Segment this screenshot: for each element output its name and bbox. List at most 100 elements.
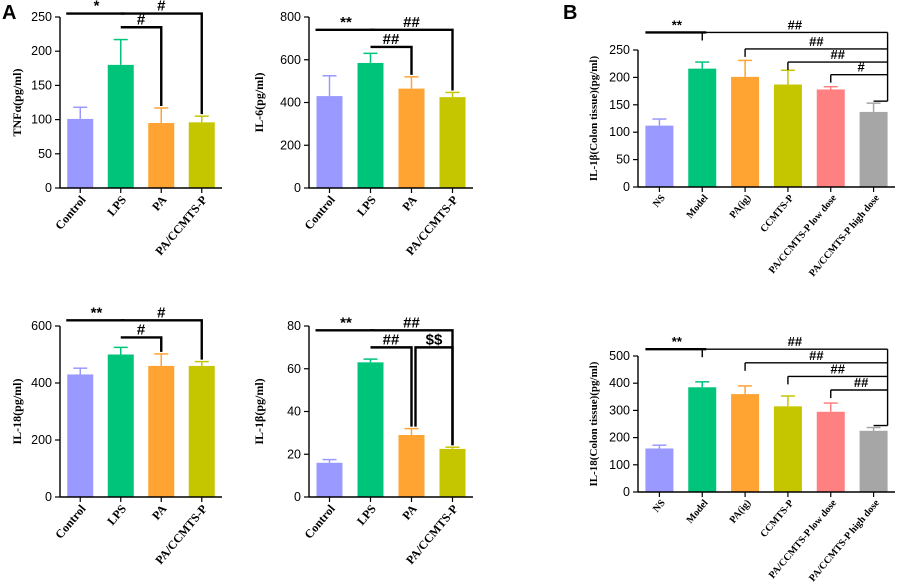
y-axis-label: IL-18(Colon tissue)(pg/ml) [588, 361, 600, 486]
y-axis-label: IL-1β(pg/ml) [252, 378, 266, 444]
y-tick-label: 0 [294, 181, 301, 195]
x-tick-label: PA(ig) [728, 498, 754, 526]
sig-label: ## [788, 334, 803, 349]
y-tick-label: 400 [280, 96, 301, 110]
x-tick-label: Control [52, 501, 89, 541]
bar-LPS [357, 62, 384, 188]
x-tick-label: Control [52, 192, 89, 232]
y-tick-label: 600 [31, 319, 52, 333]
y-tick-label: 100 [609, 458, 630, 472]
y-axis-label: IL-6(pg/ml) [252, 72, 266, 132]
sig-bracket [414, 346, 454, 446]
sig-label: ## [403, 14, 420, 31]
bar-PA [398, 88, 425, 188]
y-tick-label: 200 [280, 138, 301, 152]
sig-label: ## [403, 314, 420, 331]
x-tick-label: PA [149, 193, 170, 214]
sig-label: ** [672, 17, 683, 32]
sig-bracket [120, 12, 203, 115]
bar-NS [645, 125, 674, 187]
bar-PA/CCMTS-P high dose [859, 430, 888, 492]
bar-PA/CCMTS-P [439, 97, 466, 188]
y-tick-label: 0 [45, 181, 52, 195]
y-axis-label: IL-18(pg/ml) [10, 378, 24, 444]
y-tick-label: 200 [609, 70, 630, 84]
y-tick-label: 100 [31, 113, 52, 127]
x-tick-label: CCMTS-P [759, 498, 797, 540]
bar-PA(ig) [731, 394, 760, 492]
sig-bracket [120, 336, 163, 352]
bar-Control [67, 374, 94, 497]
sig-label: # [137, 11, 146, 28]
bar-PA/CCMTS-P [439, 448, 466, 497]
sig-label: ## [809, 348, 824, 363]
y-tick-label: 20 [287, 447, 301, 461]
sig-label: ## [809, 34, 824, 49]
bar-Control [316, 96, 343, 188]
y-tick-label: 800 [280, 10, 301, 24]
sig-label: ## [383, 31, 400, 48]
bar-CCMTS-P [773, 84, 802, 187]
y-tick-label: 400 [609, 376, 630, 390]
x-tick-label: NS [651, 498, 668, 515]
bar-Model [688, 387, 717, 492]
bar-PA/CCMTS-P low dose [816, 411, 845, 492]
panel-label-b: B [563, 2, 577, 24]
x-tick-label: LPS [354, 502, 379, 528]
y-tick-label: 60 [287, 362, 301, 376]
y-tick-label: 80 [287, 319, 301, 333]
x-tick-label: CCMTS-P [759, 193, 797, 235]
y-tick-label: 400 [31, 376, 52, 390]
bar-PA/CCMTS-P [188, 365, 215, 497]
y-axis-label: IL-1β(Colon tissue)(pg/ml) [588, 56, 600, 182]
x-tick-label: Control [302, 501, 339, 541]
y-tick-label: 500 [609, 349, 630, 363]
sig-label: ## [831, 47, 846, 62]
sig-label: # [157, 0, 166, 15]
sig-bracket [370, 28, 454, 91]
sig-label: ** [91, 304, 103, 321]
sig-label: # [858, 60, 866, 75]
sig-label: $$ [426, 331, 443, 348]
sig-bracket [120, 319, 203, 360]
y-tick-label: 250 [609, 43, 630, 57]
sig-label: ## [831, 361, 846, 376]
sig-label: * [94, 0, 100, 15]
bar-PA/CCMTS-P high dose [859, 111, 888, 187]
sig-bracket [120, 26, 163, 106]
x-tick-label: NS [651, 193, 668, 210]
x-tick-label: Model [685, 193, 711, 221]
x-tick-label: LPS [354, 193, 379, 219]
bar-PA(ig) [731, 76, 760, 187]
bar-PA [148, 123, 175, 188]
bar-LPS [107, 354, 134, 497]
bar-PA [148, 365, 175, 497]
y-tick-label: 200 [31, 44, 52, 58]
y-tick-label: 150 [609, 98, 630, 112]
bar-NS [645, 448, 674, 492]
x-tick-label: PA [399, 502, 420, 523]
y-tick-label: 0 [623, 180, 630, 194]
bar-Control [316, 462, 343, 497]
x-tick-label: LPS [104, 502, 129, 528]
y-tick-label: 200 [609, 431, 630, 445]
chart-6: 0 100 200 300 400 500 NS Model PA(ig) CCMTS-P PA/C… [588, 334, 895, 582]
sig-label: ** [340, 314, 352, 331]
y-axis-label: TNFα(pg/ml) [10, 68, 24, 136]
y-tick-label: 600 [280, 53, 301, 67]
x-tick-label: Control [302, 192, 339, 232]
sig-label: ** [672, 334, 683, 349]
x-tick-label: PA [399, 193, 420, 214]
y-tick-label: 150 [31, 78, 52, 92]
y-tick-label: 250 [31, 10, 52, 24]
x-tick-label: Model [685, 498, 711, 526]
bar-PA/CCMTS-P [188, 122, 215, 188]
bar-LPS [357, 362, 384, 497]
bar-Model [688, 68, 717, 187]
sig-bracket [370, 45, 413, 75]
y-tick-label: 50 [616, 153, 630, 167]
